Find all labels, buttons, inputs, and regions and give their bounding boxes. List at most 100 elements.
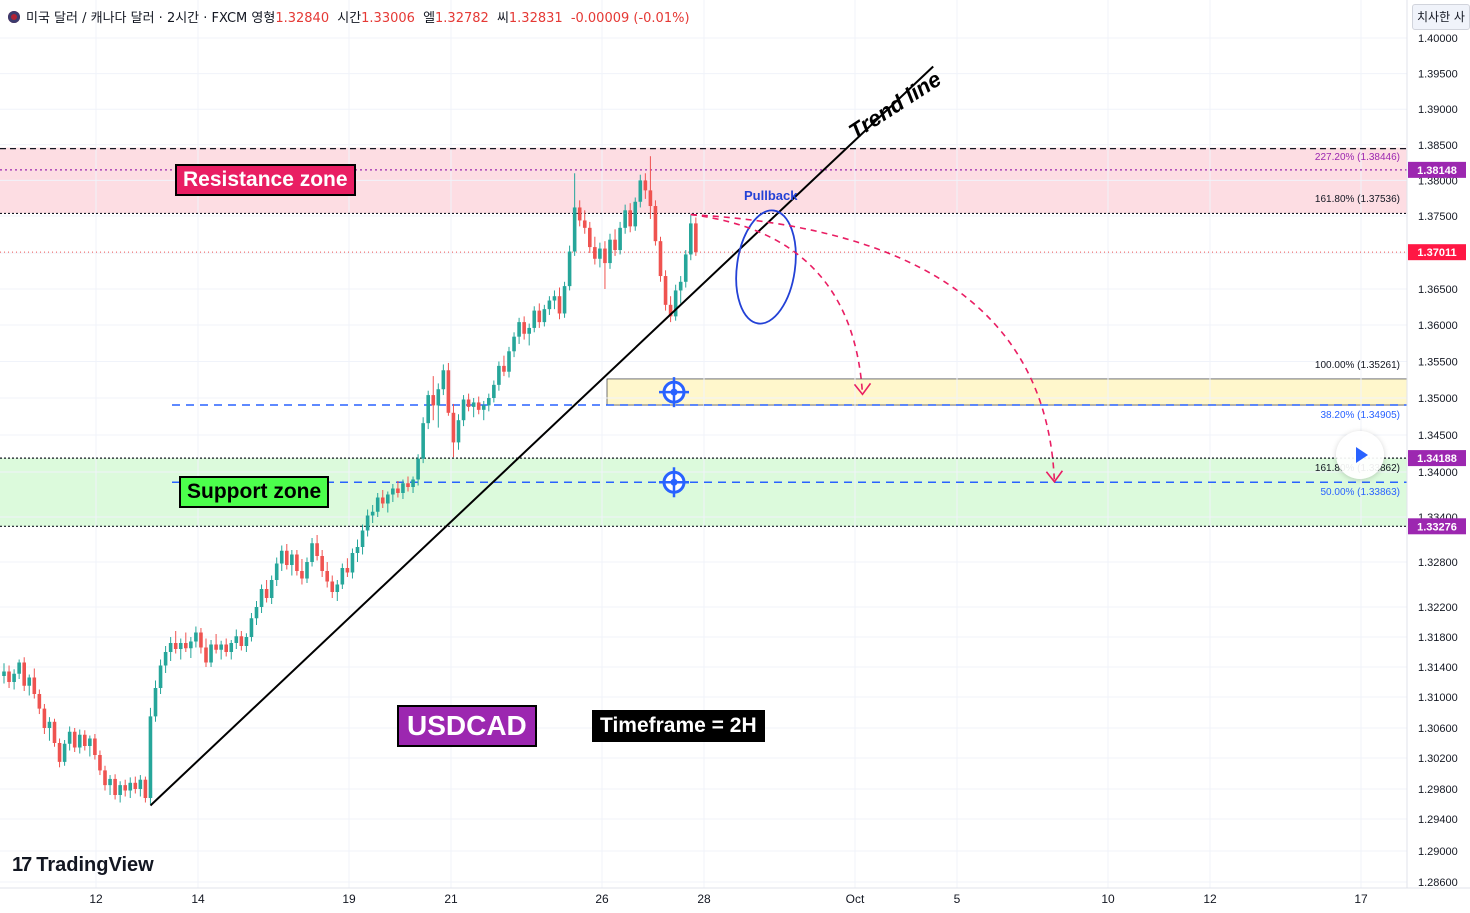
target-zone — [606, 378, 1408, 406]
candle-body — [426, 395, 430, 424]
replay-button[interactable] — [1336, 431, 1384, 479]
candle-body — [522, 322, 526, 334]
candle-body — [335, 584, 340, 592]
low-value: 1.32782 — [435, 11, 489, 26]
candle-body — [330, 581, 335, 592]
symbol-title: 미국 달러 / 캐나다 달러 · 2시간 · FXCM — [26, 11, 248, 26]
candle-body — [481, 405, 486, 410]
candle-body — [507, 351, 511, 372]
time-tick-label: 19 — [342, 892, 356, 906]
price-label-badge — [1408, 244, 1466, 261]
close-value: 1.32831 — [508, 11, 563, 26]
candle-body — [88, 738, 92, 746]
candle-body — [37, 694, 42, 709]
candle-body — [441, 370, 446, 390]
price-label-text: 1.34188 — [1417, 453, 1457, 465]
symbol-header: 미국 달러 / 캐나다 달러 · 2시간 · FXCM 영형1.32840 시간… — [8, 7, 694, 26]
candle-body — [537, 310, 542, 323]
candle-body — [421, 423, 425, 459]
us-flag-icon — [8, 11, 20, 23]
candle-body — [224, 644, 228, 652]
candle-body — [138, 779, 143, 789]
candle-body — [492, 384, 496, 398]
trend-line — [149, 65, 934, 807]
candle-body — [113, 778, 117, 795]
candle-body — [17, 662, 21, 674]
price-tick-label: 1.29800 — [1418, 784, 1458, 796]
support-zone-label: Support zone — [179, 476, 330, 508]
symbol-label: USDCAD — [397, 705, 537, 747]
candle-body — [189, 641, 193, 649]
candle-body — [446, 370, 451, 413]
candle-body — [83, 734, 87, 746]
candle-body — [683, 254, 688, 282]
candle-body — [32, 677, 37, 694]
time-tick-label: 17 — [1354, 892, 1368, 906]
price-tick-label: 1.37500 — [1418, 211, 1458, 223]
corner-button[interactable]: 치사한 사 — [1412, 4, 1470, 30]
candle-body — [456, 420, 461, 443]
time-tick-label: 26 — [595, 892, 609, 906]
candle-body — [613, 239, 617, 251]
candle-body — [320, 556, 324, 571]
price-tick-label: 1.36000 — [1418, 320, 1458, 332]
price-label-text: 1.37011 — [1417, 247, 1456, 259]
candle-body — [204, 647, 208, 663]
projection-arrowhead — [853, 382, 872, 396]
price-tick-label: 1.38000 — [1418, 175, 1458, 187]
candle-body — [42, 708, 47, 728]
candle-body — [22, 662, 26, 686]
candle-body — [497, 365, 501, 385]
price-tick-label: 1.36500 — [1418, 284, 1458, 296]
candle-body — [143, 779, 148, 798]
candle-body — [249, 618, 254, 637]
time-tick-label: 21 — [444, 892, 458, 906]
candle-body — [229, 643, 234, 652]
candle-body — [194, 632, 198, 642]
play-icon — [1356, 447, 1368, 463]
candle-body — [2, 671, 6, 676]
candle-body — [148, 716, 153, 798]
candle-body — [62, 743, 67, 762]
price-label-badge — [1408, 161, 1466, 178]
price-tick-label: 1.39000 — [1418, 104, 1458, 116]
candle-body — [325, 571, 329, 582]
candle-body — [527, 327, 531, 334]
candle-body — [57, 743, 62, 762]
low-label: 엘 — [423, 11, 436, 26]
change-value: -0.00009 (-0.01%) — [570, 11, 690, 26]
trend-line-label: Trend line — [844, 66, 945, 144]
candle-body — [582, 220, 587, 228]
candle-body — [572, 207, 577, 252]
candle-body — [694, 223, 698, 253]
price-tick-label: 1.35000 — [1418, 393, 1458, 405]
candle-body — [411, 479, 415, 487]
time-tick-label: 12 — [1203, 892, 1217, 906]
candle-body — [608, 239, 612, 264]
price-tick-label: 1.38500 — [1418, 140, 1458, 152]
price-label-badge — [1408, 450, 1466, 467]
candle-body — [7, 671, 11, 682]
candle-body — [547, 300, 552, 310]
candle-body — [47, 721, 52, 728]
pullback-label: Pullback — [744, 188, 798, 203]
candle-body — [285, 550, 289, 565]
candle-body — [279, 550, 284, 564]
candle-body — [103, 770, 107, 786]
candle-body — [315, 543, 319, 556]
candle-body — [350, 553, 355, 573]
fib-level-label: 50.00% (1.33863) — [1320, 487, 1400, 498]
candle-body — [72, 731, 77, 748]
candle-body — [133, 782, 138, 789]
fib-level-label: 161.80% (1.37536) — [1315, 194, 1400, 205]
candle-body — [663, 276, 668, 305]
candle-body — [658, 241, 663, 277]
time-tick-label: 10 — [1101, 892, 1115, 906]
candle-body — [502, 365, 506, 372]
candle-body — [628, 210, 632, 227]
open-value: 1.32840 — [275, 11, 330, 26]
candle-body — [577, 207, 582, 221]
projection-arrow — [690, 213, 864, 395]
price-label-badge — [1408, 518, 1466, 535]
